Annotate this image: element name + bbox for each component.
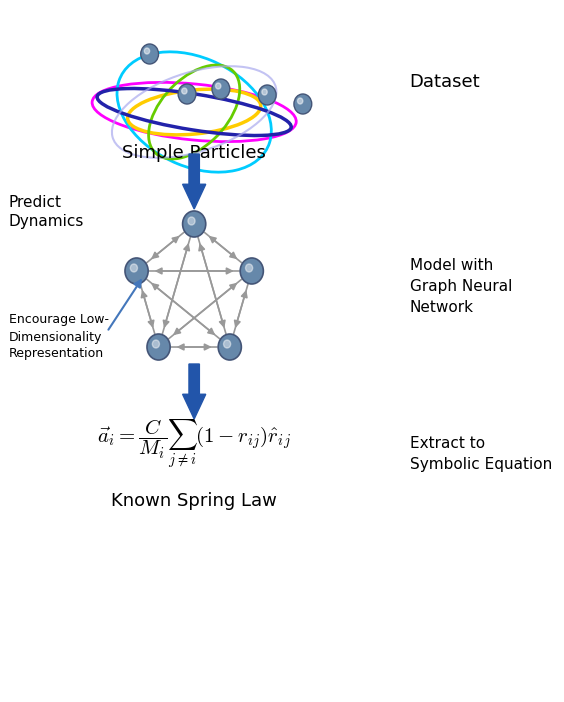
- Circle shape: [152, 340, 160, 348]
- Text: Extract to
Symbolic Equation: Extract to Symbolic Equation: [409, 436, 552, 472]
- Circle shape: [258, 85, 276, 105]
- FancyArrow shape: [183, 364, 206, 419]
- Text: Known Spring Law: Known Spring Law: [111, 492, 277, 510]
- Circle shape: [144, 48, 149, 54]
- Text: Dataset: Dataset: [409, 73, 481, 91]
- Circle shape: [188, 217, 195, 225]
- Circle shape: [130, 264, 138, 272]
- Text: Model with
Graph Neural
Network: Model with Graph Neural Network: [409, 258, 512, 315]
- Circle shape: [223, 340, 231, 348]
- Text: Simple Particles: Simple Particles: [122, 144, 266, 162]
- Circle shape: [141, 44, 158, 64]
- Circle shape: [183, 211, 206, 237]
- Circle shape: [178, 84, 196, 104]
- Text: $\vec{a}_i = \dfrac{C}{M_i}\sum_{j \neq i}(1 - r_{ij})\hat{r}_{ij}$: $\vec{a}_i = \dfrac{C}{M_i}\sum_{j \neq …: [97, 418, 291, 470]
- Circle shape: [218, 334, 241, 360]
- Circle shape: [294, 94, 312, 114]
- Circle shape: [125, 258, 148, 284]
- Circle shape: [297, 98, 303, 104]
- Text: Predict
Dynamics: Predict Dynamics: [9, 194, 84, 230]
- Circle shape: [240, 258, 263, 284]
- Circle shape: [182, 88, 187, 94]
- FancyArrow shape: [183, 154, 206, 209]
- Circle shape: [262, 89, 267, 95]
- Text: Encourage Low-
Dimensionality
Representation: Encourage Low- Dimensionality Representa…: [9, 314, 109, 361]
- Circle shape: [147, 334, 170, 360]
- Circle shape: [215, 83, 221, 89]
- Circle shape: [245, 264, 253, 272]
- Circle shape: [212, 79, 230, 99]
